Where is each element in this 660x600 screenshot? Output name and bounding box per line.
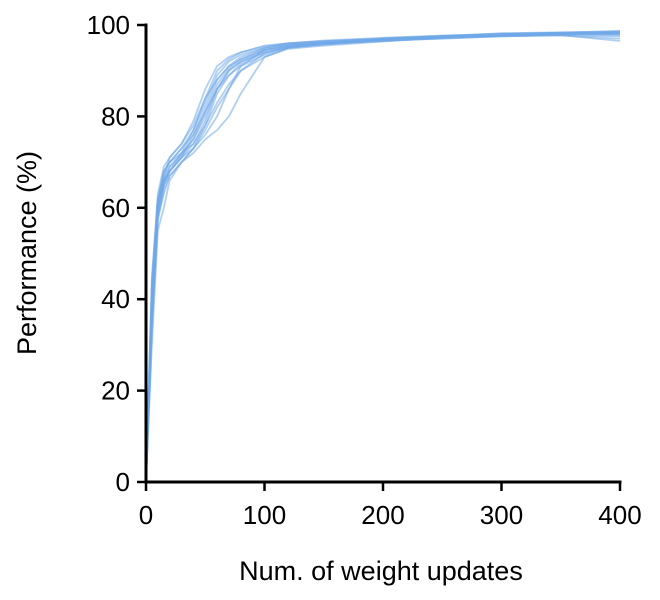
y-tick-label: 40 (101, 284, 130, 314)
x-axis-ticks: 0 100 200 300 400 (139, 482, 642, 530)
series-line-1 (145, 31, 621, 483)
x-tick-label: 100 (243, 500, 286, 530)
x-tick-label: 300 (480, 500, 523, 530)
series-line-7 (145, 32, 621, 483)
y-axis-title: Performance (%) (12, 151, 42, 355)
series-line-5 (145, 30, 621, 483)
series-layer (145, 30, 621, 483)
x-tick-label: 0 (139, 500, 153, 530)
y-tick-label: 100 (87, 10, 130, 40)
y-tick-label: 80 (101, 101, 130, 131)
series-line-12 (145, 31, 621, 483)
x-tick-label: 200 (361, 500, 404, 530)
series-line-13 (145, 32, 621, 483)
y-tick-label: 20 (101, 376, 130, 406)
series-line-11 (145, 34, 621, 483)
series-line-14 (145, 32, 621, 483)
x-axis-title: Num. of weight updates (239, 556, 523, 586)
series-line-8 (145, 30, 621, 483)
y-tick-label: 60 (101, 193, 130, 223)
series-line-10 (145, 31, 621, 483)
series-line-2 (145, 32, 621, 483)
series-line-4 (145, 31, 621, 483)
y-tick-label: 0 (116, 467, 130, 497)
y-axis-ticks: 0 20 40 60 80 100 (87, 10, 146, 497)
x-tick-label: 400 (598, 500, 641, 530)
